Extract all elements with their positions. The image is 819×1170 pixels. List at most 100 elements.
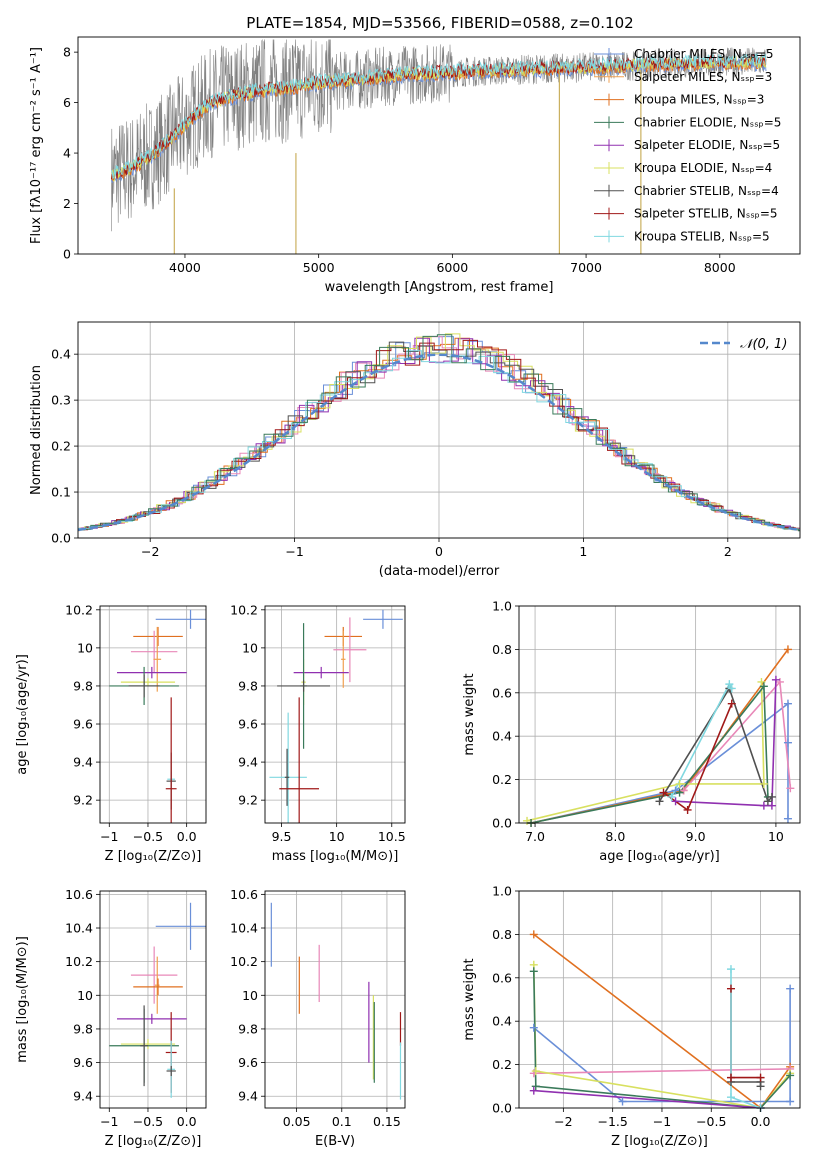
series-line bbox=[658, 686, 773, 803]
series-marker bbox=[655, 797, 664, 806]
series-line bbox=[670, 682, 733, 798]
series-marker bbox=[786, 984, 795, 993]
series-marker bbox=[783, 814, 792, 823]
y-tick-label: 4 bbox=[63, 146, 71, 161]
y-tick-label: 2 bbox=[63, 196, 71, 211]
x-tick-label: 2 bbox=[724, 544, 732, 559]
axes-frame bbox=[99, 890, 207, 1109]
series-marker bbox=[531, 1082, 540, 1091]
y-tick-label: 1.0 bbox=[492, 599, 512, 614]
series-marker bbox=[683, 805, 692, 814]
y-tick-label: 10.2 bbox=[65, 602, 93, 617]
series-line bbox=[533, 1089, 761, 1108]
y-tick-label: 0.2 bbox=[492, 772, 512, 787]
x-axis-label: E(B-V) bbox=[315, 1134, 355, 1149]
series-marker bbox=[523, 816, 532, 825]
y-tick-label: 0 bbox=[63, 247, 71, 262]
y-tick-label: 10 bbox=[242, 988, 258, 1003]
series-marker bbox=[763, 797, 772, 806]
x-axis-label: (data-model)/error bbox=[379, 564, 500, 579]
y-tick-label: 0.4 bbox=[51, 347, 71, 362]
x-tick-label: 7000 bbox=[570, 260, 602, 275]
y-tick-label: 9.2 bbox=[73, 793, 93, 808]
y-tick-label: 10.6 bbox=[65, 887, 93, 902]
y-tick-label: 0.4 bbox=[492, 1014, 512, 1029]
axes-frame bbox=[518, 605, 801, 824]
hist-kroupa-elodie bbox=[78, 333, 800, 531]
legend-label: Salpeter MILES, Nₛₛₚ=3 bbox=[634, 70, 772, 84]
y-tick-label: 9.6 bbox=[73, 1055, 93, 1070]
axes-frame bbox=[77, 36, 801, 255]
y-axis-label: mass weight bbox=[462, 673, 477, 755]
y-tick-label: 9.6 bbox=[238, 717, 258, 732]
x-tick-label: 10.5 bbox=[378, 829, 406, 844]
x-tick-label: −0.5 bbox=[133, 1114, 163, 1129]
legend-label: 𝒩(0, 1) bbox=[740, 337, 787, 352]
axes-frame bbox=[99, 605, 207, 824]
panel-weight_vs_Z: −2 −1.5 −1 −0.5 0.0 0.0 0.2 0.4 0.6 0.8 1.0 Z [log₁… bbox=[462, 884, 801, 1149]
y-tick-label: 9.8 bbox=[238, 1021, 258, 1036]
series-marker bbox=[667, 792, 676, 801]
y-tick-label: 9.8 bbox=[73, 678, 93, 693]
x-tick-label: −2 bbox=[141, 544, 159, 559]
y-tick-label: 9.4 bbox=[238, 1089, 258, 1104]
series-line bbox=[730, 969, 761, 1108]
y-tick-label: 0.8 bbox=[492, 642, 512, 657]
x-tick-label: 4000 bbox=[169, 260, 201, 275]
series-marker bbox=[529, 967, 538, 976]
series-marker bbox=[529, 930, 538, 939]
panel-spectrum: Chabrier MILES, Nₛₛₚ=5 Salpeter MILES, Nₛ… bbox=[29, 36, 801, 295]
x-tick-label: 0.0 bbox=[751, 1114, 771, 1129]
y-tick-label: 10 bbox=[242, 640, 258, 655]
series-line bbox=[530, 684, 769, 823]
y-tick-label: 0.3 bbox=[51, 393, 71, 408]
series-line bbox=[731, 1081, 762, 1087]
x-tick-label: −2 bbox=[554, 1114, 572, 1129]
y-tick-label: 8 bbox=[63, 45, 71, 60]
x-tick-label: −0.5 bbox=[696, 1114, 726, 1129]
x-axis-label: wavelength [Angstrom, rest frame] bbox=[325, 280, 554, 295]
plot-area bbox=[109, 902, 206, 1098]
x-tick-label: 0.15 bbox=[373, 1114, 401, 1129]
hist-chabrier-elodie bbox=[78, 334, 800, 532]
y-tick-label: 6 bbox=[63, 95, 71, 110]
x-tick-label: 9.0 bbox=[686, 829, 706, 844]
y-tick-label: 0.0 bbox=[492, 816, 512, 831]
series-marker bbox=[675, 779, 684, 788]
x-tick-label: 0.0 bbox=[177, 1114, 197, 1129]
legend-label: Chabrier MILES, Nₛₛₚ=5 bbox=[634, 47, 774, 61]
series-marker bbox=[767, 792, 776, 801]
series-marker bbox=[671, 786, 680, 795]
x-axis-label: mass [log₁₀(M/M⊙)] bbox=[272, 849, 399, 864]
y-tick-label: 0.0 bbox=[51, 531, 71, 546]
x-tick-label: −1 bbox=[100, 1114, 118, 1129]
x-tick-label: −1 bbox=[100, 829, 118, 844]
model-kroupa-stelib bbox=[110, 53, 767, 179]
series-line bbox=[533, 988, 791, 1103]
series-marker bbox=[783, 645, 792, 654]
series-line bbox=[526, 681, 765, 822]
x-tick-label: 8.0 bbox=[605, 829, 625, 844]
plot-area bbox=[269, 609, 403, 823]
legend-label: Salpeter ELODIE, Nₛₛₚ=5 bbox=[634, 138, 780, 152]
y-tick-label: 10.4 bbox=[230, 921, 258, 936]
y-axis-label: Normed distribution bbox=[29, 365, 44, 495]
series-marker bbox=[783, 738, 792, 747]
hist-chabrier-stelib bbox=[78, 341, 800, 530]
y-tick-label: 9.6 bbox=[238, 1055, 258, 1070]
plot-area bbox=[78, 333, 800, 532]
series-marker bbox=[726, 984, 735, 993]
axes-frame bbox=[264, 605, 406, 824]
series-marker bbox=[759, 779, 768, 788]
series-marker bbox=[675, 788, 684, 797]
y-tick-label: 0.0 bbox=[492, 1101, 512, 1116]
y-tick-label: 0.2 bbox=[492, 1057, 512, 1072]
y-tick-label: 0.4 bbox=[492, 729, 512, 744]
y-tick-label: 1.0 bbox=[492, 884, 512, 899]
x-tick-label: 0.0 bbox=[177, 829, 197, 844]
series-marker bbox=[679, 786, 688, 795]
x-axis-label: Z [log₁₀(Z/Z⊙)] bbox=[105, 1134, 202, 1149]
series-marker bbox=[618, 1097, 627, 1106]
series-marker bbox=[756, 1073, 765, 1082]
series-line bbox=[533, 971, 791, 1108]
